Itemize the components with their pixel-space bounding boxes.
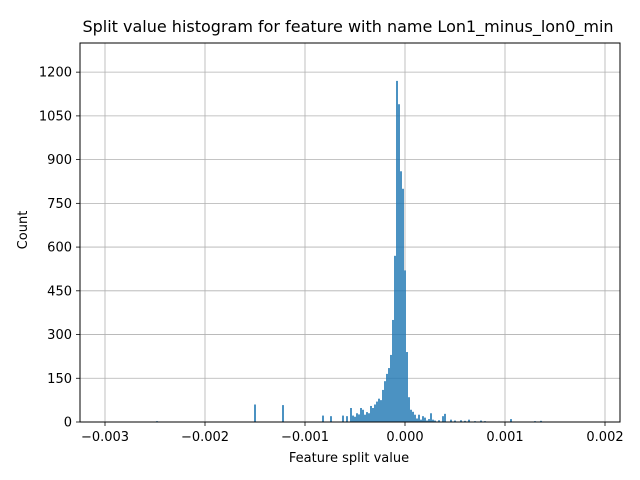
y-axis-ticks: 0 150 300 450 600 750 900 1050 1200 (39, 66, 80, 431)
histogram-bar (400, 171, 402, 422)
histogram-bar (450, 419, 452, 422)
histogram-bar (442, 416, 444, 422)
histogram-bar (374, 404, 376, 422)
histogram-bar (360, 408, 362, 422)
histogram-bar (382, 389, 384, 422)
histogram-bar (392, 319, 394, 422)
histogram-bar (406, 352, 408, 422)
histogram-bar (386, 373, 388, 422)
x-tick-label: 0.002 (586, 430, 623, 445)
y-tick-label: 150 (47, 372, 72, 387)
histogram-bar (376, 401, 378, 422)
histogram-bar (412, 411, 414, 422)
histogram-bar (432, 419, 434, 422)
histogram-bar (414, 414, 416, 422)
histogram-bar (402, 188, 404, 422)
x-tick-label: −0.001 (281, 430, 329, 445)
histogram-bar (396, 80, 398, 423)
histogram-bar (426, 420, 428, 422)
y-tick-label: 900 (47, 153, 72, 168)
histogram-bar (352, 415, 354, 422)
histogram-bar (354, 416, 356, 422)
histogram-bar (398, 104, 400, 422)
histogram-bar (378, 398, 380, 422)
histogram-bar (370, 405, 372, 422)
histogram-bar (368, 413, 370, 422)
histogram-bar (366, 412, 368, 422)
y-tick-label: 600 (47, 241, 72, 256)
histogram-bar (380, 400, 382, 422)
histogram-bar (416, 418, 418, 422)
y-tick-label: 450 (47, 284, 72, 299)
y-tick-label: 300 (47, 328, 72, 343)
histogram-bar (424, 417, 426, 422)
histogram-bar (342, 415, 344, 422)
x-axis-title: Feature split value (289, 451, 409, 466)
histogram-bar (388, 368, 390, 422)
plot-frame (79, 42, 621, 423)
histogram-bar (434, 420, 436, 422)
histogram-bar (460, 420, 462, 422)
histogram-bar (358, 414, 360, 422)
x-tick-label: −0.003 (81, 430, 129, 445)
x-tick-label: 0.000 (386, 430, 423, 445)
histogram-bar (350, 408, 352, 422)
histogram-bar (394, 255, 396, 422)
histogram-bar (410, 409, 412, 422)
histogram-bar (540, 420, 542, 422)
grid-lines (80, 43, 620, 423)
histogram-bar (422, 416, 424, 422)
histogram-bar (330, 416, 332, 422)
histogram-bar (428, 419, 430, 422)
histogram-bar (468, 419, 470, 422)
y-axis-title: Count (16, 211, 31, 250)
chart-title: Split value histogram for feature with n… (82, 17, 613, 37)
histogram-bar (282, 405, 284, 422)
x-tick-label: −0.002 (181, 430, 229, 445)
histogram-bar (404, 270, 406, 422)
histogram-bar (430, 413, 432, 422)
histogram-bar (464, 420, 466, 422)
histogram-bar (510, 419, 512, 422)
histogram-bar (364, 414, 366, 422)
histogram-bar (384, 381, 386, 422)
histogram-bar (438, 420, 440, 422)
histogram-bar (454, 420, 456, 422)
histogram-bar (390, 354, 392, 422)
y-tick-label: 750 (47, 197, 72, 212)
histogram-bar (444, 413, 446, 422)
histogram-bar (362, 409, 364, 422)
histogram-bar (254, 404, 256, 422)
histogram-bar (480, 420, 482, 422)
y-tick-label: 1200 (39, 66, 72, 81)
histogram-bar (408, 397, 410, 422)
histogram-bar (322, 415, 324, 422)
histogram-bar (356, 413, 358, 422)
histogram-bar (372, 408, 374, 422)
bars (156, 80, 542, 423)
y-tick-label: 0 (64, 416, 72, 431)
histogram-bar (420, 419, 422, 422)
x-axis-ticks: −0.003 −0.002 −0.001 0.000 0.001 0.002 (81, 422, 624, 445)
histogram-bar (346, 416, 348, 422)
y-tick-label: 1050 (39, 109, 72, 124)
histogram-bar (418, 414, 420, 422)
x-tick-label: 0.001 (486, 430, 523, 445)
